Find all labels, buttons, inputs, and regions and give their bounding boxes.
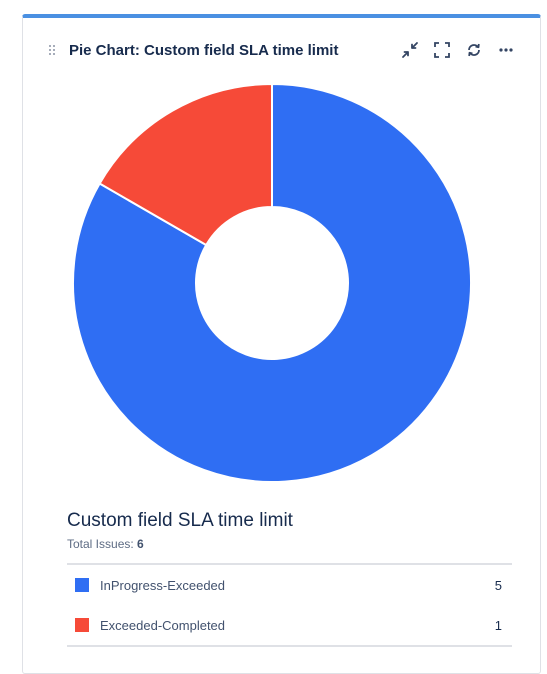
- gadget-card: Pie Chart: Custom field SLA time limit: [22, 14, 541, 674]
- more-options-button[interactable]: [496, 40, 516, 60]
- legend-row[interactable]: Exceeded-Completed 1: [67, 605, 512, 645]
- gadget-title: Pie Chart: Custom field SLA time limit: [69, 42, 339, 59]
- chart-title: Custom field SLA time limit: [67, 510, 293, 531]
- pie-slice-exceeded-completed[interactable]: [98, 84, 273, 247]
- total-value: 6: [137, 537, 144, 551]
- fullscreen-button[interactable]: [432, 40, 452, 60]
- legend-row[interactable]: InProgress-Exceeded 5: [67, 565, 512, 605]
- pie-slice-inprogress-exceeded[interactable]: [72, 84, 472, 483]
- gadget-toolbar: [400, 40, 516, 60]
- legend-label: InProgress-Exceeded: [100, 577, 226, 593]
- fullscreen-icon: [434, 42, 450, 58]
- legend-swatch-red: [75, 618, 89, 632]
- legend-swatch-blue: [75, 578, 89, 592]
- total-issues: Total Issues: 6: [67, 537, 512, 551]
- minimize-icon: [402, 42, 418, 58]
- legend-value: 1: [494, 617, 502, 633]
- legend-value: 5: [494, 577, 502, 593]
- legend-block: Custom field SLA time limit Total Issues…: [67, 509, 512, 647]
- total-label: Total Issues:: [67, 537, 134, 551]
- refresh-button[interactable]: [464, 40, 484, 60]
- more-icon: [499, 48, 513, 52]
- minimize-button[interactable]: [400, 40, 420, 60]
- refresh-icon: [468, 43, 480, 57]
- pie-chart-area: [23, 84, 542, 504]
- legend-label: Exceeded-Completed: [100, 617, 226, 633]
- gadget-header: Pie Chart: Custom field SLA time limit: [23, 18, 540, 82]
- pie-chart: [72, 84, 472, 483]
- drag-handle-icon[interactable]: [48, 44, 56, 56]
- legend-table: InProgress-Exceeded 5 Exceeded-Completed…: [67, 563, 512, 647]
